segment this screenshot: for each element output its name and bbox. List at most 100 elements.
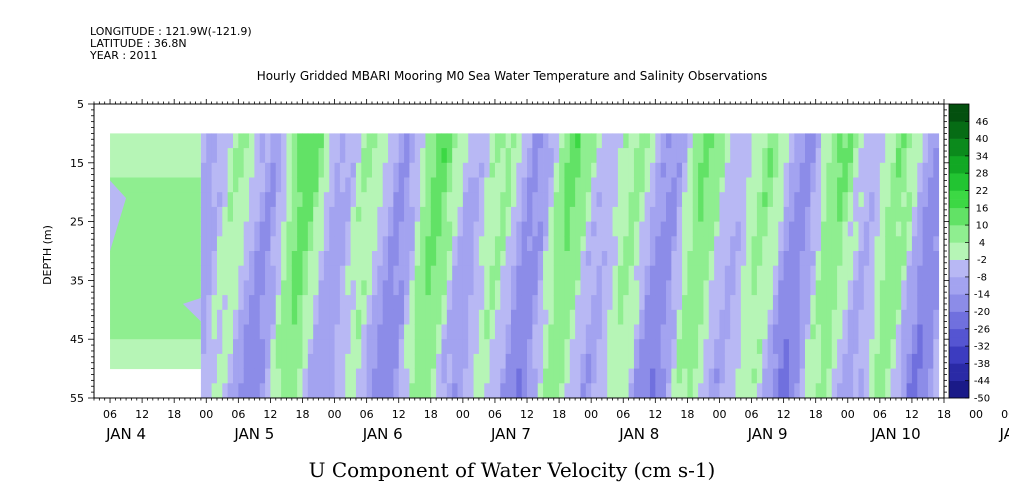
heatmap-cell: [281, 221, 287, 237]
heatmap-cell: [510, 177, 517, 193]
heatmap-cell: [607, 148, 613, 164]
heatmap-cell: [730, 236, 736, 252]
heatmap-cell: [826, 295, 833, 311]
heatmap-cell: [361, 368, 368, 384]
heatmap-cell: [553, 148, 560, 164]
heatmap-cell: [532, 295, 539, 311]
heatmap-cell: [211, 236, 218, 252]
heatmap-cell: [302, 177, 309, 193]
heatmap-cell: [655, 192, 662, 208]
heatmap-cell: [297, 339, 303, 355]
heatmap-cell: [794, 192, 801, 208]
colorbar-swatch: [949, 181, 969, 191]
heatmap-cell: [575, 221, 581, 237]
heatmap-cell: [478, 368, 485, 384]
heatmap-cell: [751, 324, 758, 340]
heatmap-cell: [564, 339, 571, 355]
heatmap-cell: [847, 368, 854, 384]
heatmap-cell: [714, 192, 720, 208]
heatmap-cell: [222, 295, 229, 311]
heatmap-cell: [607, 221, 613, 237]
heatmap-cell: [361, 353, 368, 369]
heatmap-cell: [853, 236, 859, 252]
heatmap-cell: [216, 148, 223, 164]
heatmap-cell: [265, 353, 271, 369]
heatmap-cell: [698, 206, 704, 222]
heatmap-cell: [275, 177, 282, 193]
heatmap-cell: [906, 192, 913, 208]
heatmap-cell: [585, 192, 592, 208]
heatmap-cell: [110, 251, 201, 267]
heatmap-cell: [746, 162, 752, 178]
heatmap-cell: [345, 383, 352, 399]
heatmap-cell: [906, 324, 913, 340]
heatmap-cell: [484, 148, 490, 164]
heatmap-cell: [772, 368, 779, 384]
heatmap-cell: [505, 251, 512, 267]
heatmap-cell: [724, 295, 731, 311]
heatmap-cell: [842, 133, 849, 149]
heatmap-cell: [334, 265, 341, 281]
heatmap-cell: [810, 383, 817, 399]
heatmap-cell: [559, 280, 565, 296]
heatmap-cell: [297, 133, 303, 149]
heatmap-cell: [714, 221, 720, 237]
heatmap-cell: [687, 383, 694, 399]
heatmap-cell: [751, 251, 758, 267]
heatmap-cell: [500, 295, 507, 311]
heatmap-cell: [270, 265, 277, 281]
heatmap-cell: [879, 265, 886, 281]
heatmap-cell: [698, 162, 704, 178]
heatmap-cell: [746, 280, 752, 296]
heatmap-cell: [885, 221, 891, 237]
heatmap-cell: [858, 177, 865, 193]
heatmap-cell: [446, 206, 453, 222]
heatmap-cell: [462, 280, 469, 296]
heatmap-cell: [206, 309, 213, 325]
heatmap-cell: [302, 353, 309, 369]
heatmap-cell: [831, 368, 838, 384]
heatmap-cell: [216, 265, 223, 281]
heatmap-cell: [821, 177, 827, 193]
heatmap-cell: [441, 368, 448, 384]
heatmap-cell: [430, 251, 437, 267]
heatmap-cell: [334, 206, 341, 222]
heatmap-cell: [906, 339, 913, 355]
heatmap-cell: [772, 221, 779, 237]
heatmap-cell: [350, 309, 357, 325]
heatmap-cell: [826, 280, 833, 296]
heatmap-cell: [895, 339, 902, 355]
heatmap-cell: [794, 280, 801, 296]
heatmap-cell: [687, 339, 694, 355]
x-hour-tick-label: 06: [745, 408, 759, 421]
heatmap-cell: [837, 236, 843, 252]
heatmap-cell: [676, 206, 683, 222]
heatmap-cell: [682, 353, 688, 369]
heatmap-cell: [462, 221, 469, 237]
heatmap-cell: [698, 133, 704, 149]
heatmap-cell: [639, 295, 646, 311]
colorbar-label: -44: [974, 376, 990, 387]
heatmap-cell: [249, 368, 255, 384]
heatmap-cell: [853, 339, 859, 355]
heatmap-cell: [281, 206, 287, 222]
heatmap-cell: [350, 236, 357, 252]
heatmap-cell: [318, 236, 325, 252]
heatmap-cell: [286, 206, 293, 222]
heatmap-cell: [649, 148, 656, 164]
heatmap-cell: [708, 324, 715, 340]
heatmap-cell: [735, 280, 742, 296]
heatmap-cell: [837, 339, 843, 355]
heatmap-cell: [933, 353, 940, 369]
heatmap-cell: [345, 148, 352, 164]
heatmap-cell: [377, 236, 384, 252]
heatmap-cell: [863, 162, 870, 178]
heatmap-cell: [200, 353, 207, 369]
heatmap-cell: [548, 368, 555, 384]
heatmap-cell: [858, 353, 865, 369]
heatmap-cell: [398, 192, 405, 208]
heatmap-cell: [537, 192, 544, 208]
heatmap-cell: [420, 353, 426, 369]
heatmap-cell: [869, 162, 875, 178]
heatmap-cell: [430, 339, 437, 355]
